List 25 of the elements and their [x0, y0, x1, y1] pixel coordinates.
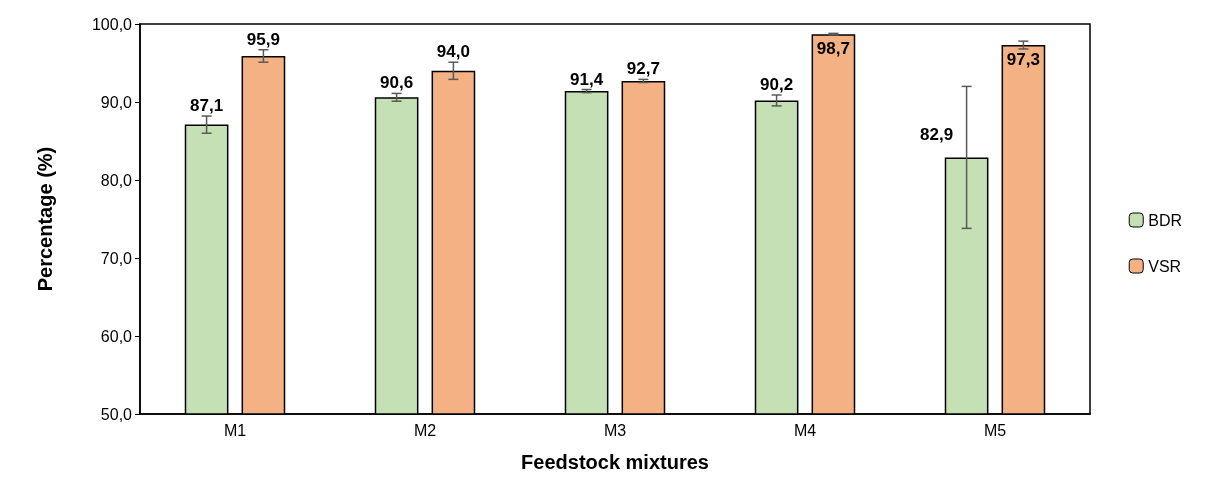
data-label: 92,7: [626, 59, 660, 79]
x-tick-label: M4: [793, 421, 817, 439]
data-label: 90,2: [760, 74, 794, 94]
y-tick-label: 100,0: [91, 15, 133, 33]
data-label: 97,3: [1006, 50, 1040, 70]
legend-label: VSR: [1148, 257, 1182, 275]
y-tick-label: 50,0: [100, 405, 133, 423]
data-label: 91,4: [570, 69, 604, 89]
data-label: 90,6: [380, 73, 414, 93]
data-label: 95,9: [246, 29, 280, 49]
x-tick-label: M3: [603, 421, 627, 439]
data-label: 98,7: [816, 39, 850, 59]
y-tick-label: 70,0: [100, 249, 133, 267]
y-tick-label: 60,0: [100, 327, 133, 345]
y-tick-label: 80,0: [100, 171, 133, 189]
x-tick-label: M1: [223, 421, 247, 439]
x-tick-label: M5: [983, 421, 1007, 439]
x-tick-label: M2: [413, 421, 437, 439]
x-axis-title: Feedstock mixtures: [521, 451, 709, 473]
data-label: 82,9: [920, 125, 954, 145]
y-axis-title: Percentage (%): [34, 146, 56, 292]
data-label: 87,1: [190, 96, 224, 116]
legend-label: BDR: [1148, 211, 1182, 229]
data-label: 94,0: [436, 42, 470, 62]
y-tick-label: 90,0: [100, 93, 133, 111]
